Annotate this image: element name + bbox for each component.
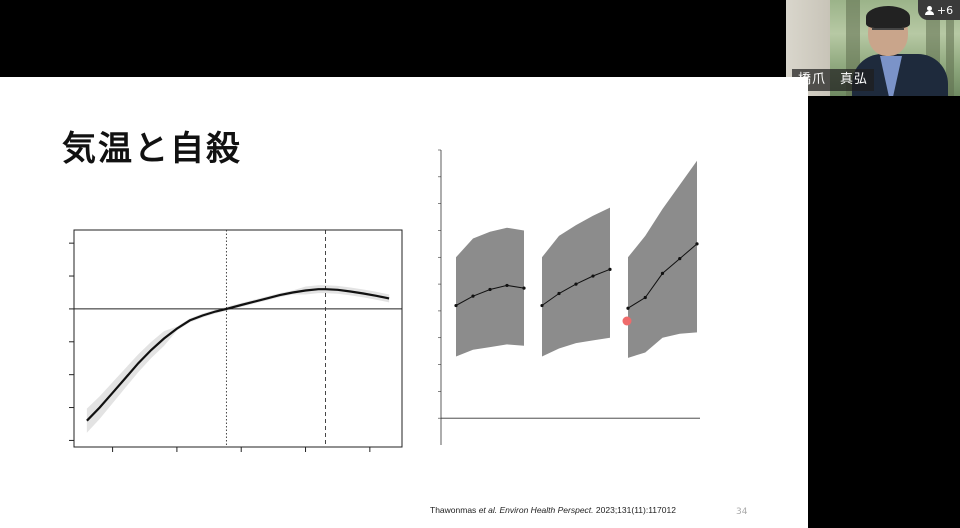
citation-etal: et al. <box>478 505 498 515</box>
participants-badge[interactable]: +6 <box>918 0 960 20</box>
right-black-area <box>808 96 960 528</box>
excess-suicide-projection-chart <box>438 149 700 445</box>
speaker-name-tag: 橋爪 真弘 <box>792 69 875 91</box>
data-point <box>454 303 458 308</box>
data-point <box>557 291 561 296</box>
temperature-risk-chart <box>69 229 403 452</box>
person-icon <box>924 5 934 15</box>
slide-title: 気温と自殺 <box>62 129 242 169</box>
data-point <box>471 294 475 298</box>
citation-journal: Environ Health Perspect. <box>499 505 594 515</box>
confidence-band <box>86 285 390 433</box>
data-point <box>574 282 578 286</box>
data-point <box>591 274 595 278</box>
risk-curve <box>86 288 390 422</box>
data-point <box>488 287 492 292</box>
data-point <box>695 242 699 246</box>
speaker-hair <box>866 6 910 28</box>
uncertainty-band <box>628 160 697 358</box>
video-background-tree <box>946 0 954 96</box>
data-point <box>626 306 630 310</box>
data-point <box>643 295 647 300</box>
plot-frame <box>73 229 403 448</box>
data-point <box>522 286 526 290</box>
pointer-highlight <box>622 316 632 326</box>
data-point <box>540 303 544 308</box>
participants-count: +6 <box>936 3 954 17</box>
data-point <box>608 267 612 271</box>
citation-details: 2023;131(11):117012 <box>595 505 676 515</box>
citation-authors: Thawonmas <box>430 505 477 515</box>
presentation-slide: 気温と自殺 Thawonmas et al. Environ Health Pe… <box>0 77 808 528</box>
data-point <box>505 283 509 288</box>
uncertainty-band <box>542 207 610 357</box>
speaker-glasses <box>872 28 904 36</box>
page-number: 34 <box>736 507 748 517</box>
uncertainty-band <box>456 227 524 357</box>
data-point <box>678 257 682 261</box>
data-point <box>660 271 665 275</box>
citation: Thawonmas et al. Environ Health Perspect… <box>430 505 676 515</box>
